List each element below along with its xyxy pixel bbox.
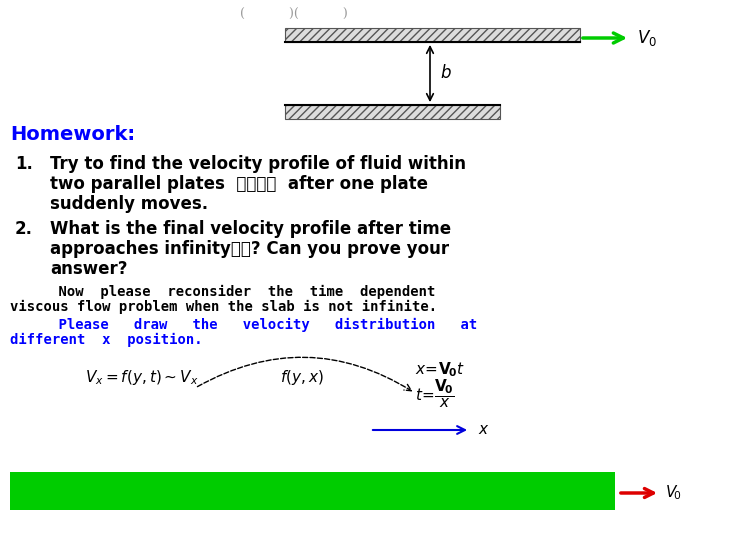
Text: (           )(           ): ( )( ) <box>240 8 347 21</box>
Text: $b$: $b$ <box>440 64 452 82</box>
Text: 1.: 1. <box>15 155 33 173</box>
Text: Now  please  reconsider  the  time  dependent: Now please reconsider the time dependent <box>25 285 435 299</box>
FancyArrowPatch shape <box>197 357 411 391</box>
Bar <box>10 472 615 510</box>
Bar <box>285 105 500 119</box>
Text: suddenly moves.: suddenly moves. <box>50 195 208 213</box>
Text: Homework:: Homework: <box>10 125 135 144</box>
Text: $V_0$: $V_0$ <box>637 28 657 48</box>
Text: 2.: 2. <box>15 220 33 238</box>
Text: $V_{\!0}$: $V_{\!0}$ <box>665 484 682 503</box>
Text: $t\!=\!\dfrac{\mathbf{V_{\!0}}}{x}$: $t\!=\!\dfrac{\mathbf{V_{\!0}}}{x}$ <box>415 378 455 410</box>
Text: viscous flow problem when the slab is not infinite.: viscous flow problem when the slab is no… <box>10 300 437 314</box>
Bar <box>285 28 580 42</box>
Text: approaches infinity无穷? Can you prove your: approaches infinity无穷? Can you prove you… <box>50 240 449 258</box>
Text: Please   draw   the   velocity   distribution   at: Please draw the velocity distribution at <box>25 318 477 332</box>
Text: answer?: answer? <box>50 260 128 278</box>
Text: $x\!=\!\mathbf{V_{\!0}}t$: $x\!=\!\mathbf{V_{\!0}}t$ <box>415 360 465 378</box>
Text: two parallel plates  平行平板  after one plate: two parallel plates 平行平板 after one plate <box>50 175 428 193</box>
Text: $V_x = f(y, t) \sim V_x$: $V_x = f(y, t) \sim V_x$ <box>85 368 199 387</box>
Text: $x$: $x$ <box>478 423 490 437</box>
Text: $f(y, x)$: $f(y, x)$ <box>280 368 324 387</box>
Text: What is the final velocity profile after time: What is the final velocity profile after… <box>50 220 451 238</box>
Text: different  x  position.: different x position. <box>10 333 202 347</box>
Text: Try to find the velocity profile of fluid within: Try to find the velocity profile of flui… <box>50 155 466 173</box>
